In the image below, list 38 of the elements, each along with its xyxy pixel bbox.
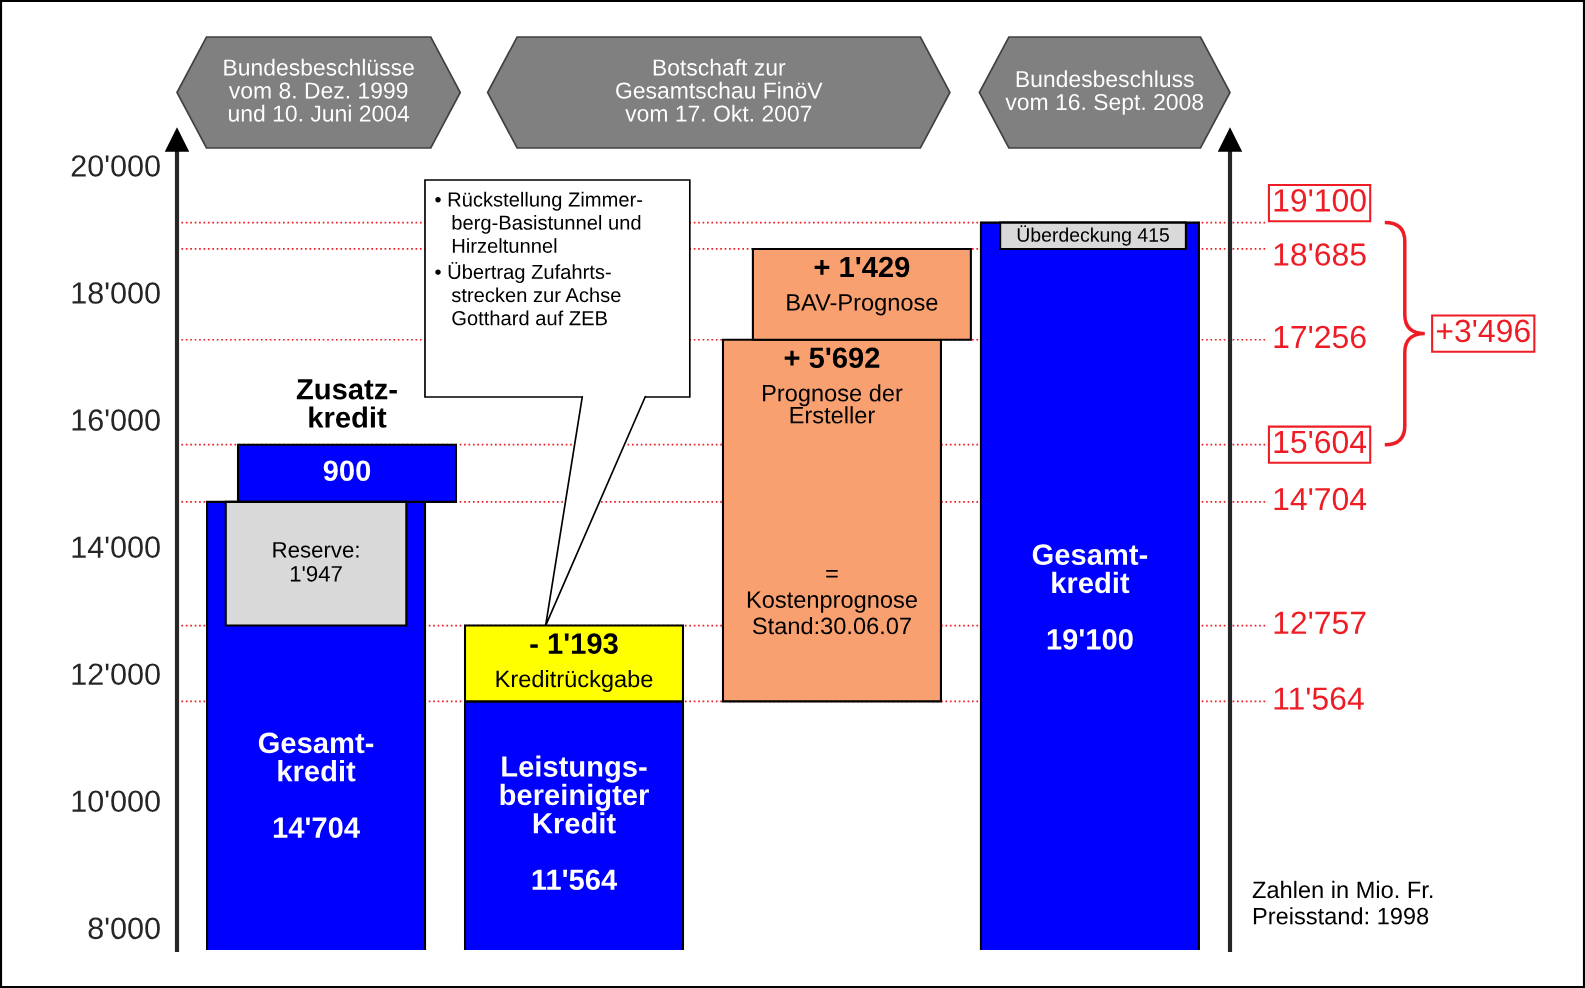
- series-label: Reserve:: [273, 542, 359, 558]
- series-label: BAV-Prognose: [787, 294, 938, 316]
- ref-line-label: 18'685: [1274, 243, 1366, 266]
- ref-line-label: 11'564: [1274, 687, 1364, 710]
- y-tick-label: 14'000: [72, 536, 160, 558]
- y-tick-label: 8'000: [88, 917, 160, 940]
- data-label: 14'704: [273, 817, 360, 838]
- y-tick-label: 12'000: [72, 663, 160, 686]
- y-tick-label: 20'000: [71, 155, 160, 177]
- text: Überdeckung 415: [1017, 225, 1169, 246]
- data-label: 11'564: [532, 869, 618, 891]
- ref-line-label: 14'704: [1274, 487, 1367, 511]
- annotation: • Rückstellung Zimmer- berg-Basistunnel und Hirzeltunnel • Übertrag Zufahrts- strecken zur Achse Gotthard auf ZEB: [435, 191, 643, 326]
- data-label: + 1'429: [814, 256, 910, 278]
- data-label: 1'947: [290, 565, 342, 582]
- annotation: = Kostenprognose Stand:30.06.07: [747, 569, 917, 635]
- data-label: 900: [323, 460, 371, 482]
- series-label: Kreditrückgabe: [496, 670, 653, 693]
- series-label: Prognose der Ersteller: [763, 384, 903, 424]
- series-label: Gesamt- kredit: [1032, 544, 1148, 594]
- ref-line-label: 17'256: [1274, 325, 1366, 349]
- text: Bundesbeschluss vom 16. Sept. 2008: [1005, 70, 1204, 115]
- ref-line-label: 15'604: [1274, 430, 1367, 454]
- text: Botschaft zur Gesamtschau FinöV vom 17. Okt. 2007: [616, 58, 823, 122]
- data-label: - 1'193: [530, 633, 618, 654]
- y-tick-label: 18'000: [72, 282, 160, 304]
- data-label: + 5'692: [784, 347, 880, 369]
- text: +3'496: [1436, 319, 1530, 343]
- y-tick-label: 16'000: [72, 409, 160, 431]
- ref-line-label: 12'757: [1274, 611, 1366, 635]
- series-label: Gesamt- kredit: [258, 732, 374, 782]
- data-label: 19'100: [1047, 629, 1133, 650]
- annotation: Zahlen in Mio. Fr. Preisstand: 1998: [1252, 880, 1433, 925]
- series-label: Zusatz- kredit: [296, 379, 397, 428]
- ref-line-label: 19'100: [1274, 189, 1366, 212]
- text: Bundesbeschlüsse vom 8. Dez. 1999 und 10. Juni 2004: [224, 58, 414, 122]
- series-label: Leistungs- bereinigter Kredit: [500, 755, 649, 834]
- y-tick-label: 10'000: [72, 790, 160, 813]
